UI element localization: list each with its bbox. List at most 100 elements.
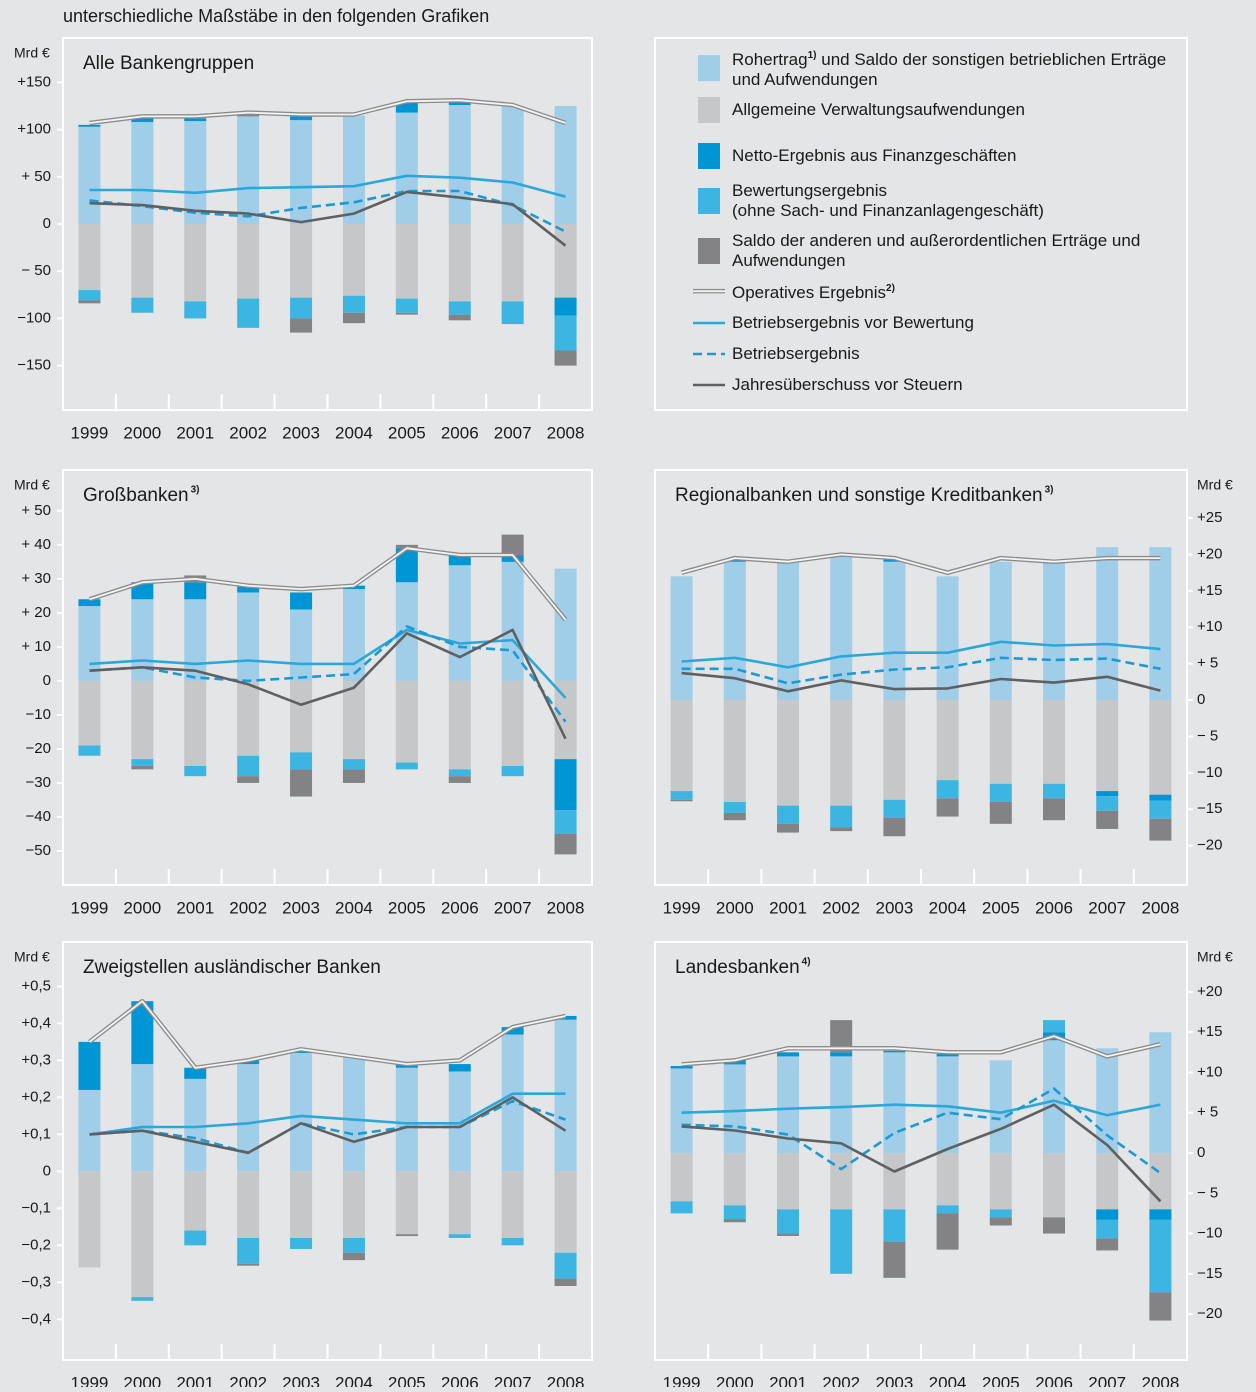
y-tick-label: −100	[17, 309, 51, 326]
bar-segment	[777, 823, 799, 833]
x-tick-label: 2004	[335, 1373, 373, 1387]
bar-segment	[342, 1056, 365, 1172]
bar-segment	[131, 1064, 154, 1172]
bar-segment	[554, 568, 577, 681]
bar-segment	[830, 700, 853, 806]
bar-segment	[1096, 1219, 1119, 1239]
bar-segment	[290, 116, 313, 121]
line	[89, 1092, 566, 1136]
line-outer	[681, 552, 1161, 575]
bar-segment	[448, 314, 471, 321]
x-tick-label: 2002	[822, 1373, 860, 1387]
x-tick-label: 2000	[123, 1373, 161, 1387]
line	[89, 190, 567, 247]
bar-segment	[554, 297, 577, 316]
bar-segment	[936, 1153, 959, 1206]
bar-segment	[501, 301, 524, 325]
bar-segment	[395, 112, 418, 224]
bar-segment	[184, 1230, 207, 1246]
bar-segment	[78, 599, 101, 607]
bar-segment	[989, 1209, 1012, 1218]
bar-segment	[1149, 1209, 1172, 1220]
bar-segment	[554, 105, 577, 224]
bar-segment	[670, 799, 693, 802]
bar-segment	[830, 827, 853, 832]
bar-segment	[342, 680, 365, 760]
bar-segment	[1149, 700, 1172, 795]
bar-segment	[554, 1171, 577, 1253]
y-tick-label: + 10	[21, 638, 51, 655]
bar-segment	[883, 1241, 906, 1278]
line-outer	[88, 998, 566, 1071]
bar-segment	[883, 818, 906, 837]
bar-segment	[501, 1237, 524, 1246]
bar-segment	[1043, 1153, 1065, 1218]
bar-segment	[342, 1237, 365, 1253]
bar-segment	[131, 1171, 154, 1298]
y-tick-label: + 30	[21, 570, 51, 587]
bar-segment	[131, 582, 154, 600]
bar-segment	[501, 765, 524, 777]
x-tick-label: 1999	[71, 898, 109, 917]
bar-segment	[448, 301, 471, 315]
bar-segment	[883, 561, 906, 701]
line-inner	[681, 553, 1161, 574]
bar-segment	[1096, 1238, 1119, 1251]
bar-segment	[936, 576, 959, 701]
bar-segment	[1043, 783, 1065, 799]
y-tick-label: 0	[43, 672, 51, 689]
y-tick-label: +25	[1197, 509, 1222, 526]
bar-segment	[131, 224, 154, 298]
y-tick-label: +0,5	[21, 977, 51, 994]
bar-segment	[78, 224, 101, 291]
bar-segment	[237, 224, 260, 299]
bar-segment	[723, 1064, 746, 1154]
bar-segment	[342, 589, 365, 681]
bar-segment	[1149, 794, 1172, 801]
line	[89, 1099, 566, 1155]
bar-segment	[184, 1067, 207, 1079]
bar-segment	[448, 105, 471, 224]
y-tick-label: −15	[1197, 800, 1222, 817]
bar-segment	[237, 1237, 260, 1264]
bar-segment	[989, 700, 1012, 784]
y-tick-label: +20	[1197, 983, 1222, 1000]
x-tick-label: 2003	[282, 423, 320, 442]
y-tick-label: −20	[1197, 837, 1222, 854]
chart-title: Landesbanken	[675, 957, 800, 978]
bar-segment	[883, 1209, 906, 1242]
x-tick-label: 2002	[229, 898, 267, 917]
y-tick-label: −15	[1197, 1265, 1222, 1282]
y-tick-label: +10	[1197, 1063, 1222, 1080]
bar-segment	[395, 298, 418, 313]
bar-segment	[290, 1052, 313, 1172]
bar-segment	[554, 350, 577, 366]
x-tick-label: 2004	[335, 898, 373, 917]
bar-segment	[1096, 1209, 1119, 1220]
bar-segment	[501, 1171, 524, 1238]
x-tick-label: 2005	[982, 898, 1020, 917]
bar-segment	[131, 680, 154, 760]
bar-segment	[448, 769, 471, 777]
bar-segment	[448, 555, 471, 566]
bar-segment	[395, 312, 418, 315]
x-tick-label: 1999	[71, 423, 109, 442]
x-tick-label: 2002	[822, 898, 860, 917]
bar-segment	[1043, 1020, 1065, 1033]
bar-segment	[448, 102, 471, 106]
bar-segment	[989, 561, 1012, 701]
bar-segment	[777, 1233, 799, 1236]
x-tick-label: 2004	[335, 423, 373, 442]
bar-segment	[290, 297, 313, 319]
bar-segment	[777, 700, 799, 806]
x-tick-label: 2000	[716, 898, 754, 917]
x-tick-label: 2000	[716, 1373, 754, 1387]
y-tick-label: −10	[26, 706, 51, 723]
bar-segment	[1096, 810, 1119, 829]
y-tick-label: −0,2	[21, 1236, 51, 1253]
bar-segment	[237, 776, 260, 783]
bar-segment	[501, 534, 524, 556]
x-tick-label: 1999	[663, 898, 701, 917]
bar-segment	[936, 780, 959, 799]
bar-segment	[78, 745, 101, 756]
